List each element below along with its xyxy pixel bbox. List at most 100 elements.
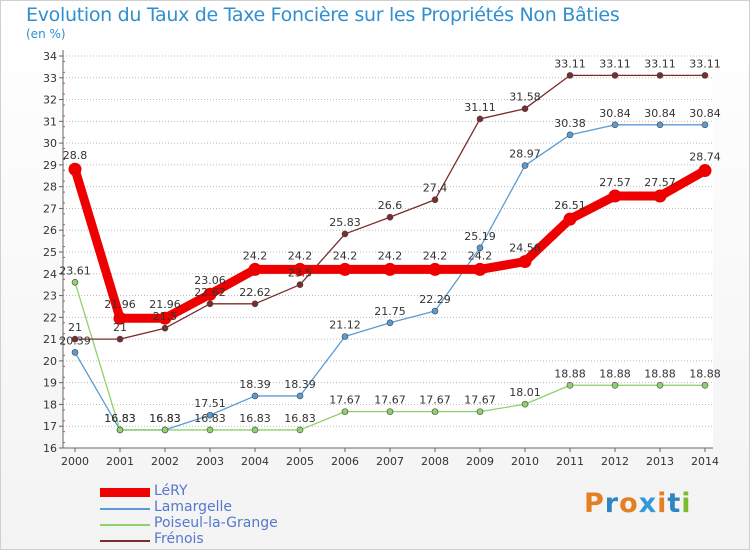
data-point-2 — [611, 381, 619, 389]
legend-label: Frénois — [154, 531, 204, 547]
data-label-3: 27.4 — [423, 182, 448, 195]
x-tick-label: 2004 — [241, 455, 269, 468]
x-tick-label: 2005 — [286, 455, 314, 468]
data-label-2: 17.67 — [329, 394, 361, 407]
logo-letter: i — [681, 488, 692, 519]
y-tick-label: 29 — [43, 159, 57, 172]
y-tick-label: 17 — [43, 420, 57, 433]
x-tick-label: 2007 — [376, 455, 404, 468]
y-tick-label: 28 — [43, 181, 57, 194]
data-point-3 — [161, 324, 169, 332]
data-label-1: 30.38 — [554, 117, 586, 130]
data-label-1: 30.84 — [599, 107, 631, 120]
data-point-1 — [71, 349, 79, 356]
data-point-1 — [521, 162, 529, 169]
data-point-3 — [116, 335, 124, 343]
data-point-3 — [701, 72, 709, 79]
data-label-2: 18.01 — [509, 386, 541, 399]
data-label-2: 18.88 — [554, 367, 586, 380]
data-point-0 — [518, 255, 532, 269]
data-point-3 — [341, 230, 349, 238]
data-point-3 — [71, 335, 79, 343]
data-point-3 — [296, 281, 304, 288]
y-tick-label: 21 — [43, 333, 57, 346]
data-point-1 — [476, 244, 484, 252]
x-tick-label: 2013 — [646, 455, 674, 468]
data-label-3: 21 — [113, 321, 127, 334]
data-label-3: 22.62 — [239, 286, 271, 299]
data-point-3 — [656, 72, 664, 79]
data-point-3 — [566, 72, 574, 79]
data-label-0: 28.74 — [689, 151, 721, 164]
legend-swatch — [100, 488, 150, 497]
data-label-2: 16.83 — [194, 412, 226, 425]
data-label-3: 31.11 — [464, 101, 496, 114]
data-point-2 — [431, 408, 439, 415]
data-point-2 — [566, 381, 574, 389]
data-point-2 — [476, 408, 484, 415]
data-point-3 — [206, 300, 214, 308]
data-label-3: 21 — [68, 321, 82, 334]
data-label-1: 17.51 — [194, 397, 226, 410]
data-label-0: 24.56 — [509, 242, 541, 255]
data-label-2: 17.67 — [419, 394, 451, 407]
legend-swatch — [100, 524, 150, 526]
x-tick-label: 2011 — [556, 455, 584, 468]
data-label-1: 25.19 — [464, 230, 496, 243]
data-label-1: 30.84 — [644, 107, 676, 120]
legend-label: Lamargelle — [154, 499, 232, 515]
data-label-1: 16.83 — [149, 412, 181, 425]
data-label-3: 33.11 — [644, 57, 676, 70]
data-point-0 — [203, 287, 217, 301]
logo-letter: t — [667, 488, 682, 519]
legend-label: Poiseul-la-Grange — [154, 515, 278, 531]
data-label-1: 16.83 — [104, 412, 136, 425]
logo-letter: P — [584, 488, 605, 519]
data-label-0: 24.2 — [243, 249, 268, 262]
data-label-2: 18.88 — [599, 367, 631, 380]
data-label-0: 24.2 — [288, 249, 313, 262]
data-label-2: 16.83 — [149, 412, 181, 425]
data-point-0 — [68, 162, 82, 176]
data-point-2 — [71, 278, 79, 286]
data-point-1 — [386, 319, 394, 327]
data-point-0 — [338, 262, 352, 276]
data-point-0 — [653, 189, 667, 203]
data-point-0 — [158, 311, 172, 325]
legend-swatch — [100, 540, 150, 542]
data-point-2 — [701, 381, 709, 389]
data-label-3: 26.6 — [378, 199, 403, 212]
unit-label: (en %) — [26, 27, 66, 41]
data-label-0: 21.96 — [149, 298, 181, 311]
data-label-2: 18.88 — [644, 367, 676, 380]
data-point-0 — [113, 311, 127, 325]
data-label-0: 23.06 — [194, 274, 226, 287]
data-point-3 — [431, 196, 439, 204]
legend-swatch — [100, 508, 150, 510]
data-point-0 — [428, 262, 442, 276]
plot-area — [63, 50, 713, 448]
chart-title: Evolution du Taux de Taxe Foncière sur l… — [26, 4, 620, 26]
data-label-3: 23.5 — [288, 267, 313, 280]
y-tick-label: 25 — [43, 246, 57, 259]
x-tick-label: 2001 — [106, 455, 134, 468]
logo-letter: r — [604, 488, 620, 519]
x-tick-label: 2003 — [196, 455, 224, 468]
data-point-1 — [206, 411, 214, 419]
x-tick-label: 2008 — [421, 455, 449, 468]
data-label-3: 25.83 — [329, 216, 361, 229]
data-point-2 — [116, 426, 124, 434]
data-point-1 — [611, 121, 619, 129]
y-tick-label: 32 — [43, 94, 57, 107]
x-tick-label: 2000 — [61, 455, 89, 468]
data-point-0 — [698, 164, 712, 178]
data-point-1 — [251, 392, 259, 400]
y-tick-label: 34 — [43, 50, 57, 63]
data-point-3 — [386, 213, 394, 221]
y-tick-label: 30 — [43, 137, 57, 150]
data-label-3: 33.11 — [554, 57, 586, 70]
data-label-3: 21.5 — [153, 310, 178, 323]
data-point-2 — [296, 426, 304, 434]
data-label-0: 27.57 — [599, 176, 631, 189]
data-point-2 — [251, 426, 259, 434]
